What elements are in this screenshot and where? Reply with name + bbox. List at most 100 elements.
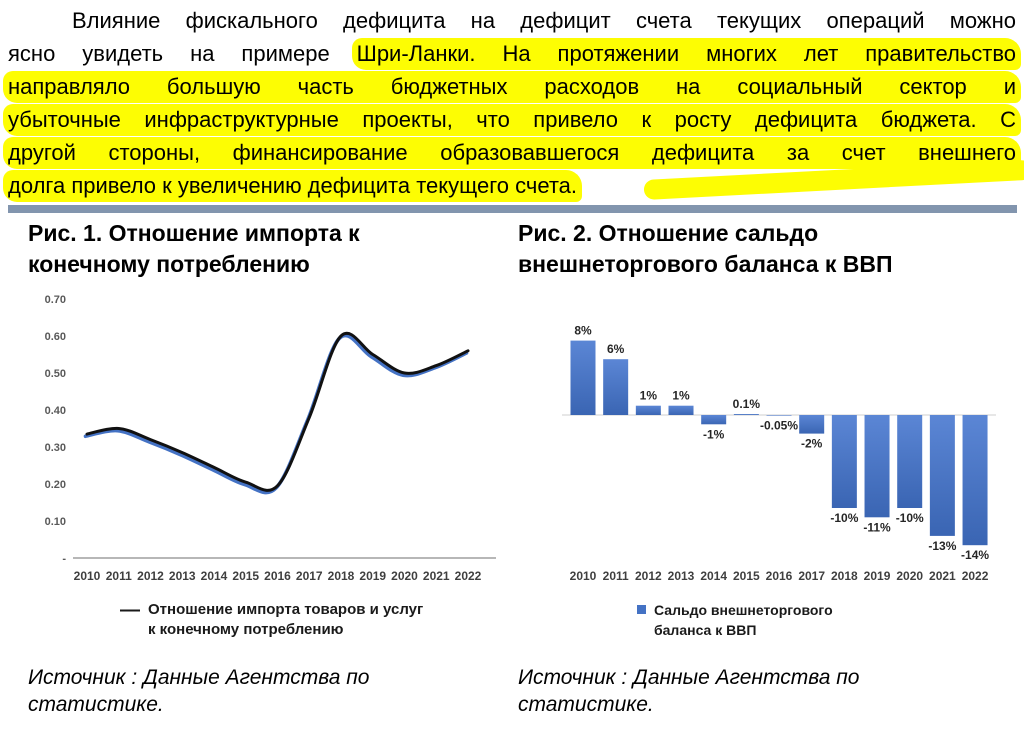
- figure-2-title: Рис. 2. Отношение сальдо внешнеторгового…: [510, 218, 1024, 280]
- figure-2-legend-text: Сальдо внешнеторгового баланса к ВВП: [654, 600, 833, 640]
- figure-2-source: Источник : Данные Агентства по статистик…: [518, 666, 860, 716]
- bar-value-label: -1%: [703, 427, 725, 441]
- bar-value-label: -2%: [801, 437, 823, 451]
- x-tick-label: 2020: [896, 569, 923, 583]
- highlighted-text: долга привело к увеличению дефицита теку…: [3, 170, 583, 202]
- figure-1-legend-text: Отношение импорта товаров и услуг к коне…: [148, 600, 423, 640]
- bar-2019: [864, 415, 890, 518]
- figure-2-legend: Сальдо внешнеторгового баланса к ВВП: [637, 600, 1024, 640]
- y-tick-label: 0.50: [45, 368, 66, 380]
- figure-1: Рис. 1. Отношение импорта к конечному по…: [8, 213, 510, 718]
- bar-value-label: 6%: [607, 342, 625, 356]
- highlighted-text: убыточные инфраструктурные проекты, что …: [3, 104, 1021, 136]
- figures-row: Рис. 1. Отношение импорта к конечному по…: [0, 213, 1024, 718]
- x-tick-label: 2010: [74, 569, 101, 583]
- bar-value-label: -10%: [830, 511, 858, 525]
- x-tick-label: 2014: [201, 569, 228, 583]
- figure-2-legend-line-1: Сальдо внешнеторгового: [654, 602, 833, 618]
- x-tick-label: 2013: [169, 569, 196, 583]
- bar-value-label: 1%: [640, 389, 658, 403]
- x-tick-label: 2018: [328, 569, 355, 583]
- bar-2013: [668, 405, 694, 415]
- figure-2: Рис. 2. Отношение сальдо внешнеторгового…: [510, 213, 1024, 718]
- x-tick-label: 2014: [700, 569, 727, 583]
- x-tick-label: 2011: [106, 569, 132, 583]
- bar-2021: [929, 415, 955, 536]
- body-text: Влияние фискального дефицита на дефицит …: [72, 8, 1016, 33]
- bar-2015: [733, 414, 759, 415]
- bar-value-label: -14%: [961, 548, 989, 562]
- bar-value-label: -13%: [928, 539, 956, 553]
- bar-chart: 8% 2010 6% 2011 1% 2012 1% 2013 -1% 2014 0.1% 2015 -…: [562, 324, 996, 583]
- x-tick-label: 2022: [455, 569, 482, 583]
- paragraph-line: другой стороны, финансирование образовав…: [3, 136, 1021, 169]
- highlighted-text: другой стороны, финансирование образовав…: [3, 137, 1021, 169]
- paragraph-line: Влияние фискального дефицита на дефицит …: [8, 4, 1016, 37]
- figure-2-title-line-1: Рис. 2. Отношение сальдо: [518, 220, 819, 246]
- bar-2010: [570, 340, 596, 415]
- paragraph: Влияние фискального дефицита на дефицит …: [3, 4, 1024, 202]
- x-tick-label: 2016: [766, 569, 793, 583]
- bar-2016: [766, 415, 792, 416]
- x-tick-label: 2019: [864, 569, 891, 583]
- highlighted-text: Шри-Ланки. На протяжении многих лет прав…: [351, 38, 1021, 70]
- line-series-shadow: [83, 333, 469, 495]
- y-tick-label: 0.30: [45, 442, 66, 454]
- bar-value-label: -10%: [896, 511, 924, 525]
- figure-1-title-line-1: Рис. 1. Отношение импорта к: [28, 220, 360, 246]
- y-tick-label: 0.60: [45, 331, 66, 343]
- bar-value-label: -11%: [863, 520, 891, 534]
- x-tick-label: 2016: [264, 569, 291, 583]
- paragraph-line: ясно увидеть на примере Шри-Ланки. На пр…: [8, 37, 1021, 70]
- paragraph-line: долга привело к увеличению дефицита теку…: [3, 169, 1016, 202]
- line-chart: 0.70 0.60 0.50 0.40 0.30 0.20 0.10 -2010 2011 201…: [45, 294, 496, 583]
- bar-value-label: 8%: [574, 324, 592, 338]
- x-tick-label: 2017: [798, 569, 825, 583]
- figure-1-title: Рис. 1. Отношение импорта к конечному по…: [8, 218, 510, 280]
- bar-2014: [701, 415, 727, 425]
- section-divider: [8, 205, 1017, 213]
- figure-1-title-line-2: конечному потреблению: [28, 251, 310, 277]
- x-tick-label: 2020: [391, 569, 418, 583]
- highlighted-text: направляло большую часть бюджетных расхо…: [3, 71, 1021, 103]
- x-tick-label: 2018: [831, 569, 858, 583]
- y-tick-label: 0.20: [45, 479, 66, 491]
- line-series: [85, 332, 470, 492]
- paragraph-line: направляло большую часть бюджетных расхо…: [3, 70, 1021, 103]
- x-tick-label: 2015: [733, 569, 760, 583]
- line-series-marker: —: [120, 599, 140, 621]
- y-tick-label: 0.10: [45, 516, 66, 528]
- x-tick-label: 2012: [635, 569, 662, 583]
- figure-1-legend: — Отношение импорта товаров и услуг к ко…: [120, 600, 510, 640]
- bar-value-label: 0.1%: [733, 397, 761, 411]
- x-tick-label: 2021: [423, 569, 450, 583]
- x-tick-label: 2010: [570, 569, 597, 583]
- x-tick-label: 2022: [962, 569, 989, 583]
- bar-value-label: 1%: [672, 389, 690, 403]
- y-tick-label: 0.40: [45, 405, 66, 417]
- x-tick-label: 2012: [137, 569, 164, 583]
- bar-2017: [799, 415, 825, 434]
- bar-2022: [962, 415, 988, 546]
- x-tick-label: 2017: [296, 569, 323, 583]
- x-tick-label: 2019: [359, 569, 386, 583]
- x-tick-label: 2021: [929, 569, 956, 583]
- body-text: ясно увидеть на примере: [8, 41, 357, 66]
- y-tick-label: 0.70: [45, 294, 66, 306]
- x-tick-label: 2011: [603, 569, 629, 583]
- bar-value-label: -0.05%: [760, 419, 798, 433]
- bar-2011: [603, 359, 629, 415]
- figure-1-legend-line-2: к конечному потреблению: [148, 621, 344, 638]
- paragraph-line: убыточные инфраструктурные проекты, что …: [3, 103, 1021, 136]
- figure-2-legend-line-2: баланса к ВВП: [654, 622, 757, 638]
- figure-2-title-line-2: внешнеторгового баланса к ВВП: [518, 251, 893, 277]
- bar-series-marker: [637, 605, 646, 614]
- bar-2020: [897, 415, 923, 508]
- x-tick-label: 2015: [232, 569, 259, 583]
- figure-1-legend-line-1: Отношение импорта товаров и услуг: [148, 601, 424, 618]
- y-tick-label: -: [62, 553, 66, 565]
- bar-2012: [635, 405, 661, 415]
- figure-1-source: Источник : Данные Агентства по статистик…: [28, 666, 370, 716]
- x-tick-label: 2013: [668, 569, 695, 583]
